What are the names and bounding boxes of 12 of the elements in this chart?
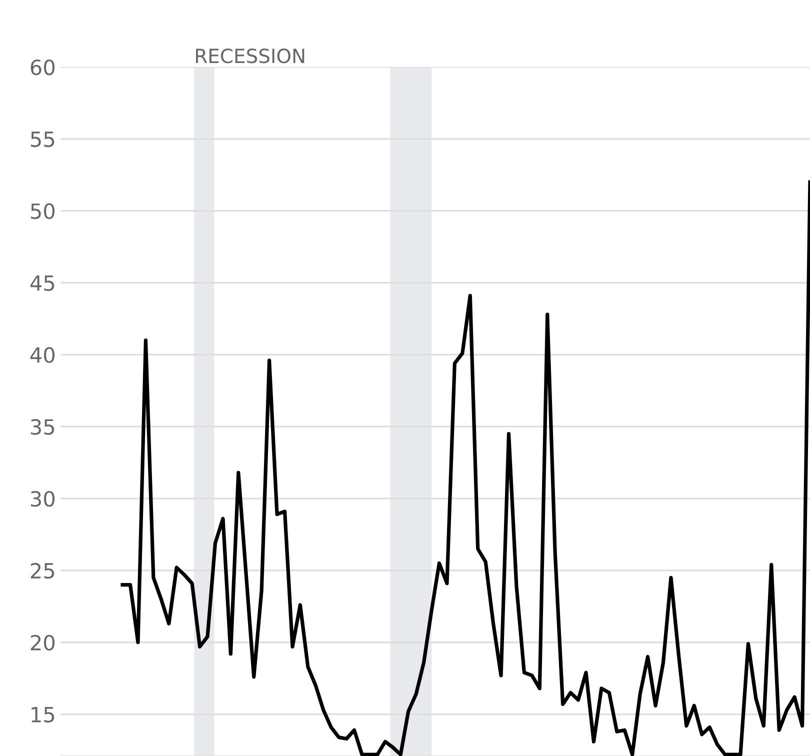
y-tick-label: 30 [30,490,55,507]
y-tick-label: 35 [30,419,54,435]
y-tick-label: 15 [32,707,54,722]
y-tick-label: 60 [30,59,55,76]
y-tick-label: 45 [30,275,54,291]
line-series [120,180,810,756]
y-tick-label: 25 [30,562,54,579]
text: RECESSION [196,48,304,64]
y-tick-label: 20 [30,634,55,651]
y-tick-label: 40 [30,347,55,363]
y-tick-label: 50 [30,203,55,220]
y-tick-label: 55 [30,132,54,148]
